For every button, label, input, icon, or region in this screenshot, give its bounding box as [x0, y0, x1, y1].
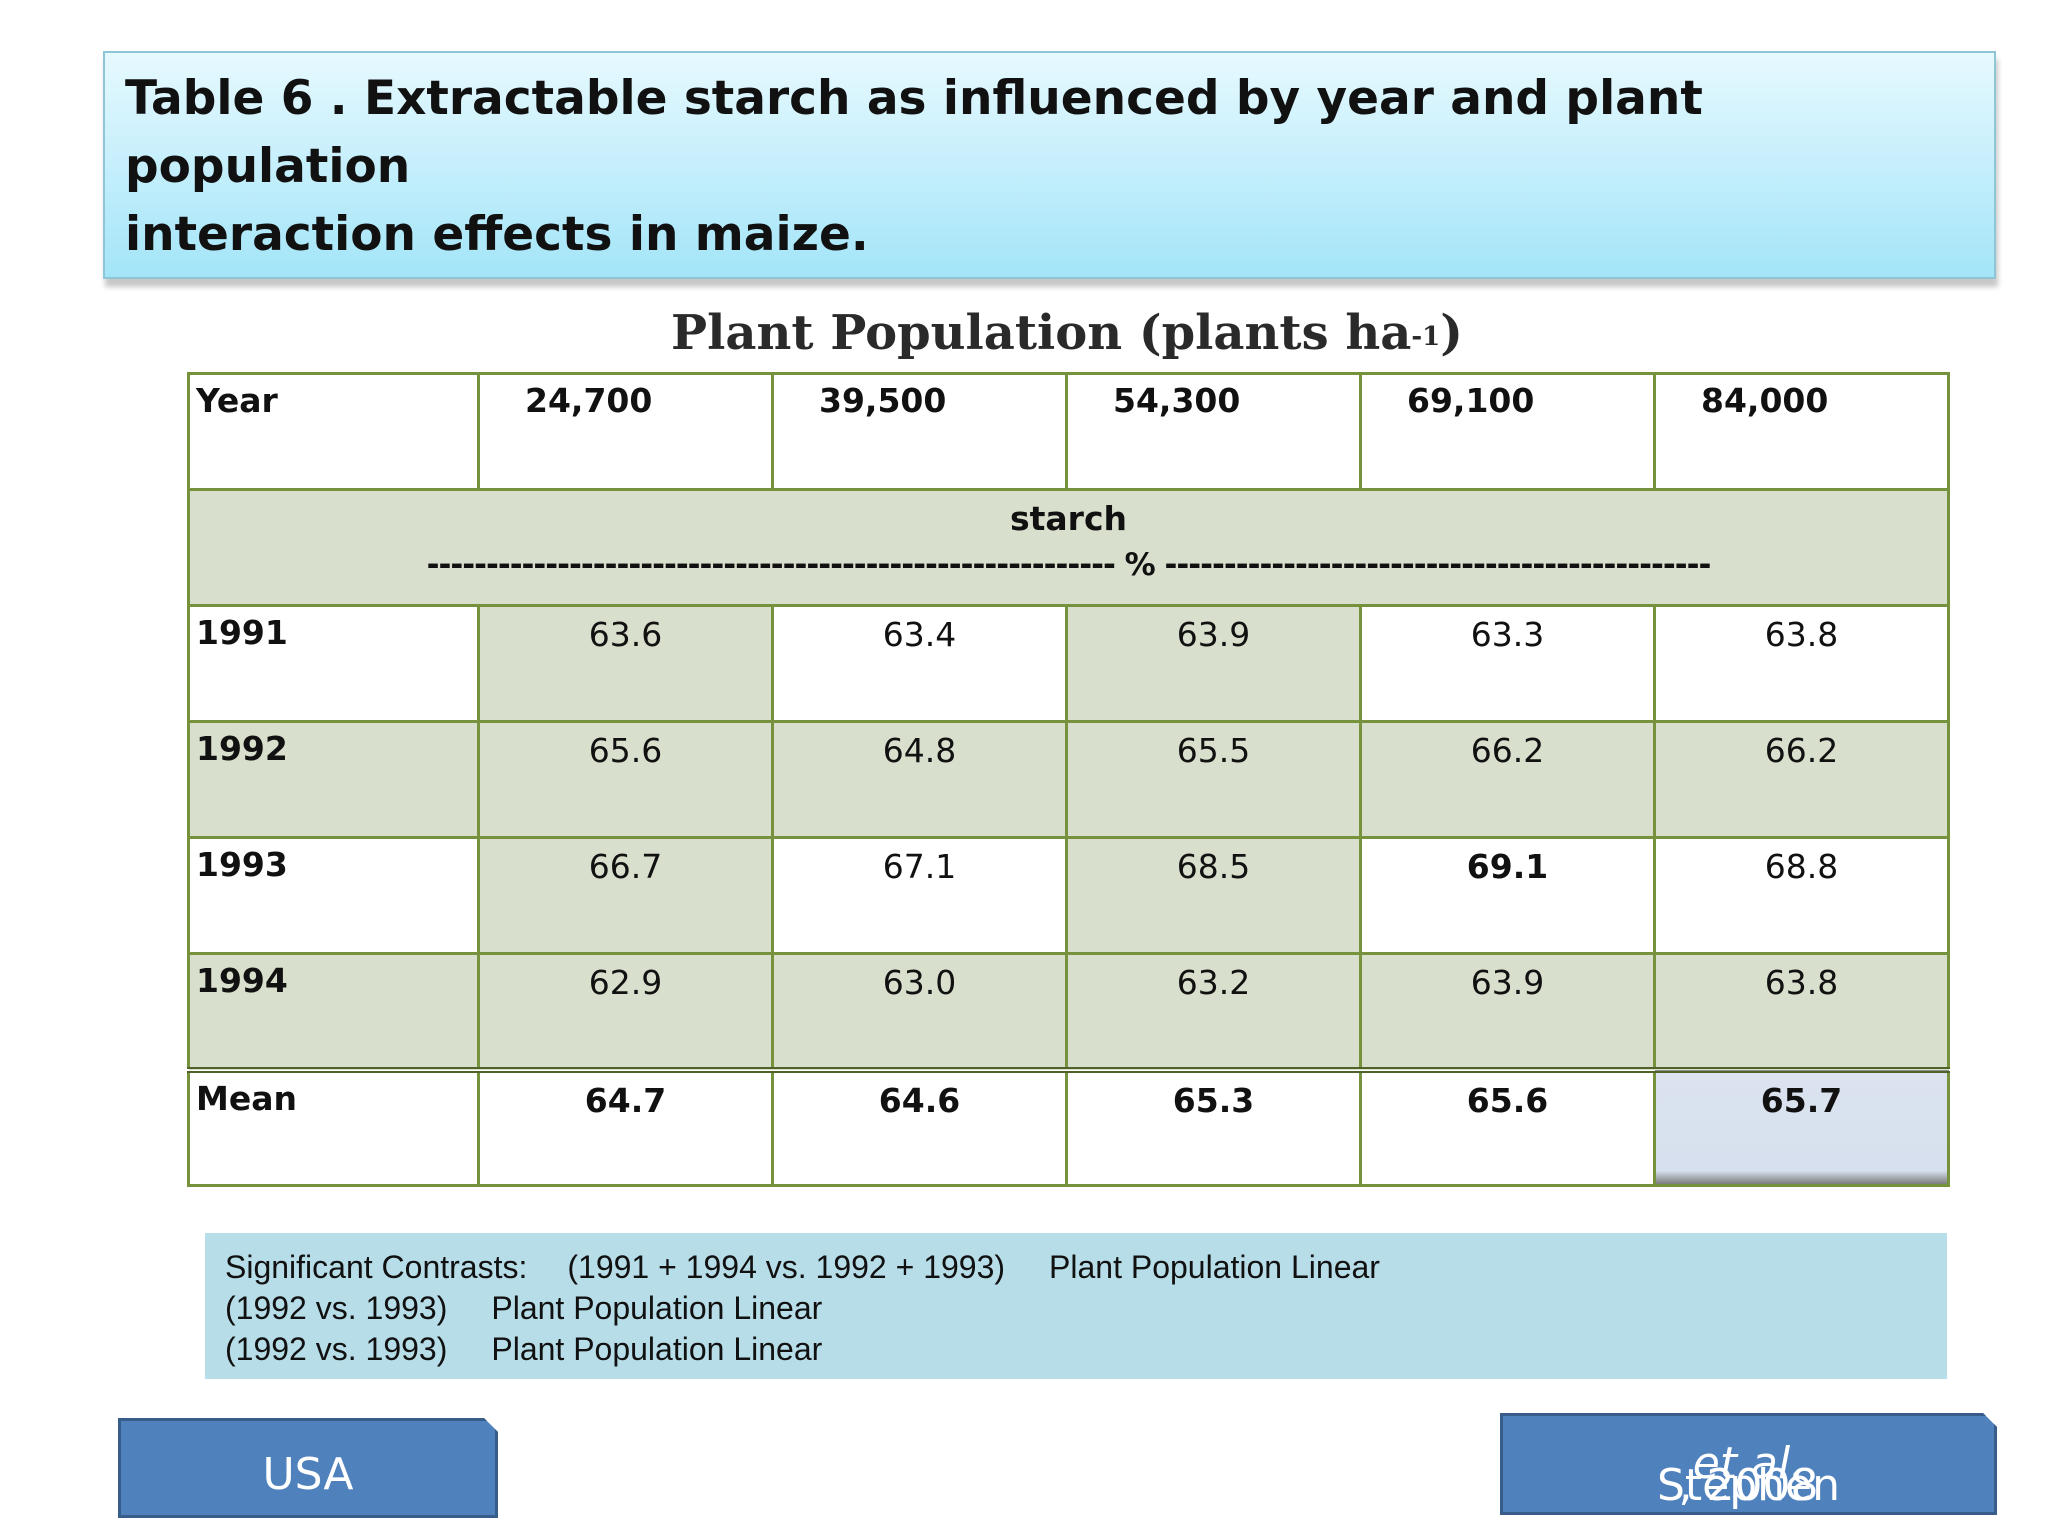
value-cell: 63.2: [1065, 952, 1362, 1071]
et-al: et al.: [1692, 1438, 1805, 1489]
value-cell: 63.0: [771, 952, 1068, 1071]
contrast-line: Significant Contrasts: (1991 + 1994 vs. 1…: [225, 1247, 1927, 1288]
value-cell: 69.1: [1359, 836, 1656, 955]
value-cell: 68.8: [1653, 836, 1950, 955]
mean-value: 64.7: [477, 1066, 774, 1187]
value-cell: 63.3: [1359, 604, 1656, 723]
value-cell: 63.8: [1653, 604, 1950, 723]
value-cell: 65.5: [1065, 720, 1362, 839]
header-row: Year 24,700 39,500 54,300 69,100 84,000: [187, 372, 1950, 491]
country-label: USA: [262, 1449, 354, 1500]
value-cell: 66.7: [477, 836, 774, 955]
value-cell: 63.9: [1065, 604, 1362, 723]
value-cell: 63.6: [477, 604, 774, 723]
header-year: Year: [187, 372, 480, 491]
title-line-2: interaction effects in maize.: [125, 207, 869, 262]
year-cell: 1994: [187, 952, 480, 1071]
header-population: 84,000: [1653, 372, 1950, 491]
table-row: 1992 65.6 64.8 65.5 66.2 66.2: [187, 720, 1950, 839]
year-cell: 1992: [187, 720, 480, 839]
starch-table: Year 24,700 39,500 54,300 69,100 84,000 …: [187, 372, 1950, 1187]
unit-cell: starch ---------------------------------…: [187, 488, 1950, 607]
unit-row: starch ---------------------------------…: [187, 488, 1950, 607]
table-row: 1993 66.7 67.1 68.5 69.1 68.8: [187, 836, 1950, 955]
mean-value: 65.3: [1065, 1066, 1362, 1187]
title-box: Table 6 . Extractable starch as influenc…: [103, 51, 1996, 279]
value-cell: 63.9: [1359, 952, 1656, 1071]
table-row: 1991 63.6 63.4 63.9 63.3 63.8: [187, 604, 1950, 723]
header-population: 24,700: [477, 372, 774, 491]
value-cell: 63.4: [771, 604, 1068, 723]
contrast-effect: Plant Population Linear: [491, 1331, 823, 1367]
value-cell: 68.5: [1065, 836, 1362, 955]
contrast-text: (1992 vs. 1993): [225, 1331, 448, 1367]
mean-value: 65.6: [1359, 1066, 1656, 1187]
value-cell: 62.9: [477, 952, 774, 1071]
contrast-effect: Plant Population Linear: [1049, 1249, 1380, 1285]
value-cell: 66.2: [1653, 720, 1950, 839]
value-cell: 66.2: [1359, 720, 1656, 839]
value-cell: 64.8: [771, 720, 1068, 839]
contrast-heading: Significant Contrasts:: [225, 1249, 528, 1285]
contrast-text: (1992 vs. 1993): [225, 1290, 448, 1326]
table-row: 1994 62.9 63.0 63.2 63.9 63.8: [187, 952, 1950, 1071]
value-cell: 65.6: [477, 720, 774, 839]
title-line-1: Table 6 . Extractable starch as influenc…: [125, 71, 1703, 194]
mean-label: Mean: [187, 1066, 480, 1187]
year-cell: 1991: [187, 604, 480, 723]
source-badge: Stephen et al., 2008: [1500, 1413, 1997, 1515]
mean-value: 64.6: [771, 1066, 1068, 1187]
contrast-effect: Plant Population Linear: [491, 1290, 823, 1326]
unit-percent-line: ----------------------------------------…: [426, 547, 1712, 583]
value-cell: 67.1: [771, 836, 1068, 955]
slide-title: Table 6 . Extractable starch as influenc…: [125, 65, 1954, 269]
source-citation: Stephen et al., 2008: [1656, 1438, 1841, 1511]
country-badge: USA: [118, 1418, 498, 1518]
contrast-line: (1992 vs. 1993) Plant Population Linear: [225, 1329, 1927, 1370]
year-cell: 1993: [187, 836, 480, 955]
mean-value-highlight: 65.7: [1653, 1066, 1950, 1187]
table-caption: Plant Population (plants ha-1): [671, 305, 1463, 361]
header-population: 54,300: [1065, 372, 1362, 491]
contrast-line: (1992 vs. 1993) Plant Population Linear: [225, 1288, 1927, 1329]
mean-row: Mean 64.7 64.6 65.3 65.6 65.7: [187, 1066, 1950, 1187]
unit-label: starch: [1009, 499, 1127, 538]
value-cell: 63.8: [1653, 952, 1950, 1071]
significant-contrasts-box: Significant Contrasts: (1991 + 1994 vs. 1…: [205, 1233, 1947, 1379]
header-population: 69,100: [1359, 372, 1656, 491]
header-population: 39,500: [771, 372, 1068, 491]
contrast-text: (1991 + 1994 vs. 1992 + 1993): [567, 1249, 1006, 1285]
caption-superscript: -1: [1411, 322, 1441, 352]
